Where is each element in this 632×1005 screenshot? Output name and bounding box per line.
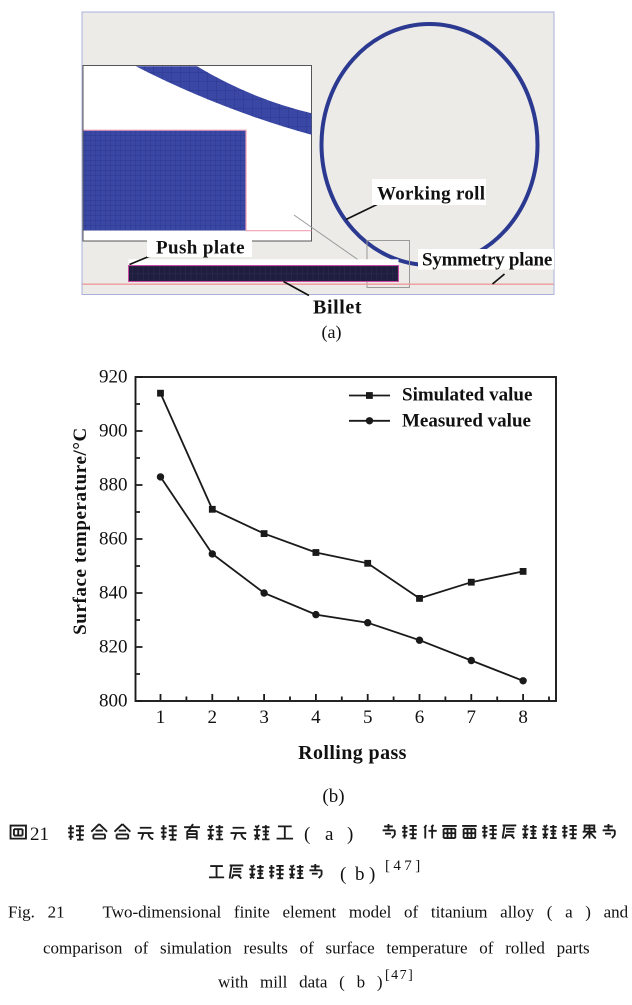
svg-text:840: 840 — [99, 582, 128, 603]
svg-text:Symmetry plane: Symmetry plane — [422, 250, 552, 271]
svg-text:(: ( — [340, 864, 346, 885]
svg-text:b: b — [355, 864, 365, 885]
svg-text:(: ( — [304, 824, 310, 845]
svg-text:(a): (a) — [322, 322, 342, 343]
svg-text:2: 2 — [208, 707, 218, 728]
svg-text:4: 4 — [311, 707, 321, 728]
svg-text:6: 6 — [415, 707, 425, 728]
svg-text:5: 5 — [363, 707, 373, 728]
svg-text:820: 820 — [99, 636, 128, 657]
svg-text:Billet: Billet — [313, 297, 362, 319]
svg-text:with mill data ( b ): with mill data ( b ) — [218, 973, 383, 992]
svg-text:8: 8 — [518, 707, 528, 728]
svg-text:900: 900 — [99, 420, 128, 441]
svg-text:): ) — [347, 824, 353, 845]
svg-text:920: 920 — [99, 366, 128, 387]
svg-text:7: 7 — [467, 707, 477, 728]
svg-text:3: 3 — [259, 707, 269, 728]
svg-text:Rolling pass: Rolling pass — [298, 742, 407, 764]
svg-text:Simulated value: Simulated value — [402, 385, 532, 406]
svg-text:[47]: [47] — [385, 858, 424, 874]
svg-text:Measured value: Measured value — [402, 411, 531, 432]
svg-text:Fig. 21 Two-dimensional fini: Fig. 21 Two-dimensional finite element m… — [8, 903, 629, 922]
svg-text:(b): (b) — [322, 786, 344, 807]
svg-text:): ) — [369, 864, 375, 885]
svg-text:1: 1 — [156, 707, 166, 728]
svg-text:[47]: [47] — [385, 968, 414, 983]
svg-text:a: a — [325, 824, 334, 845]
svg-text:800: 800 — [99, 690, 128, 711]
svg-text:Surface temperature/°C: Surface temperature/°C — [70, 427, 91, 635]
svg-text:comparison of simulation resul: comparison of simulation results of surf… — [43, 939, 590, 958]
svg-text:Push plate: Push plate — [156, 238, 245, 259]
svg-text:860: 860 — [99, 528, 128, 549]
svg-text:21: 21 — [30, 824, 49, 845]
svg-text:880: 880 — [99, 474, 128, 495]
svg-text:Working roll: Working roll — [377, 184, 485, 205]
